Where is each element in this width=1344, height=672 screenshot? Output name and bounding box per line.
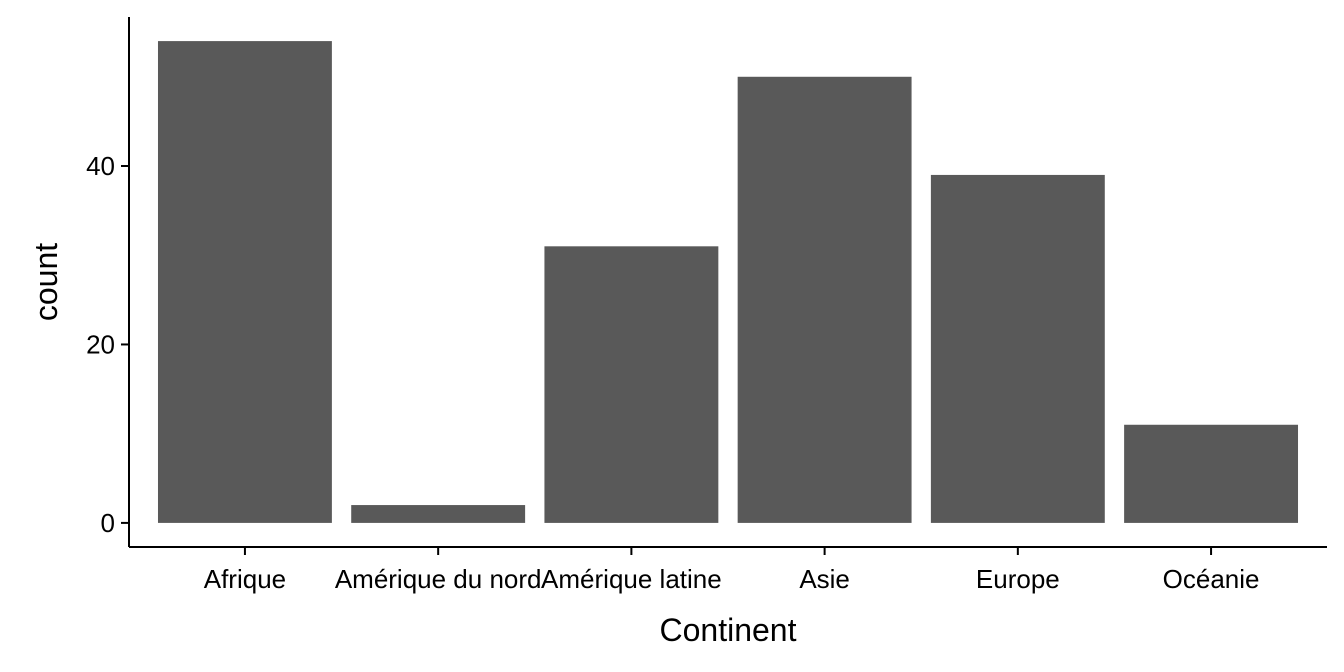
- bar-2: [351, 505, 526, 523]
- x-tick-label: Afrique: [204, 564, 286, 594]
- x-tick-label: Asie: [799, 564, 850, 594]
- x-tick-label: Amérique latine: [541, 564, 722, 594]
- y-tick-label: 0: [101, 508, 115, 538]
- y-tick-label: 20: [86, 329, 115, 359]
- bar-1: [157, 41, 332, 523]
- x-tick-label: Europe: [976, 564, 1060, 594]
- x-axis-title: Continent: [660, 612, 797, 648]
- bars-group: [157, 41, 1299, 523]
- y-axis-title: count: [28, 243, 64, 321]
- bar-3: [544, 246, 719, 523]
- y-axis-ticks: 0 20 40: [86, 151, 129, 538]
- x-tick-label: Amérique du nord: [335, 564, 542, 594]
- bar-5: [930, 174, 1105, 523]
- x-tick-label: Océanie: [1163, 564, 1260, 594]
- y-tick-label: 40: [86, 151, 115, 181]
- bar-6: [1124, 424, 1299, 523]
- bar-4: [737, 76, 912, 523]
- x-axis-ticks: Afrique Amérique du nord Amérique latine As…: [204, 547, 1260, 594]
